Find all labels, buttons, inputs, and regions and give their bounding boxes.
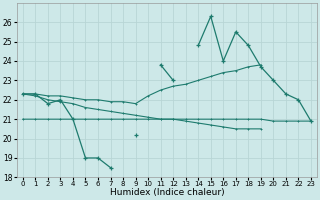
X-axis label: Humidex (Indice chaleur): Humidex (Indice chaleur) (109, 188, 224, 197)
